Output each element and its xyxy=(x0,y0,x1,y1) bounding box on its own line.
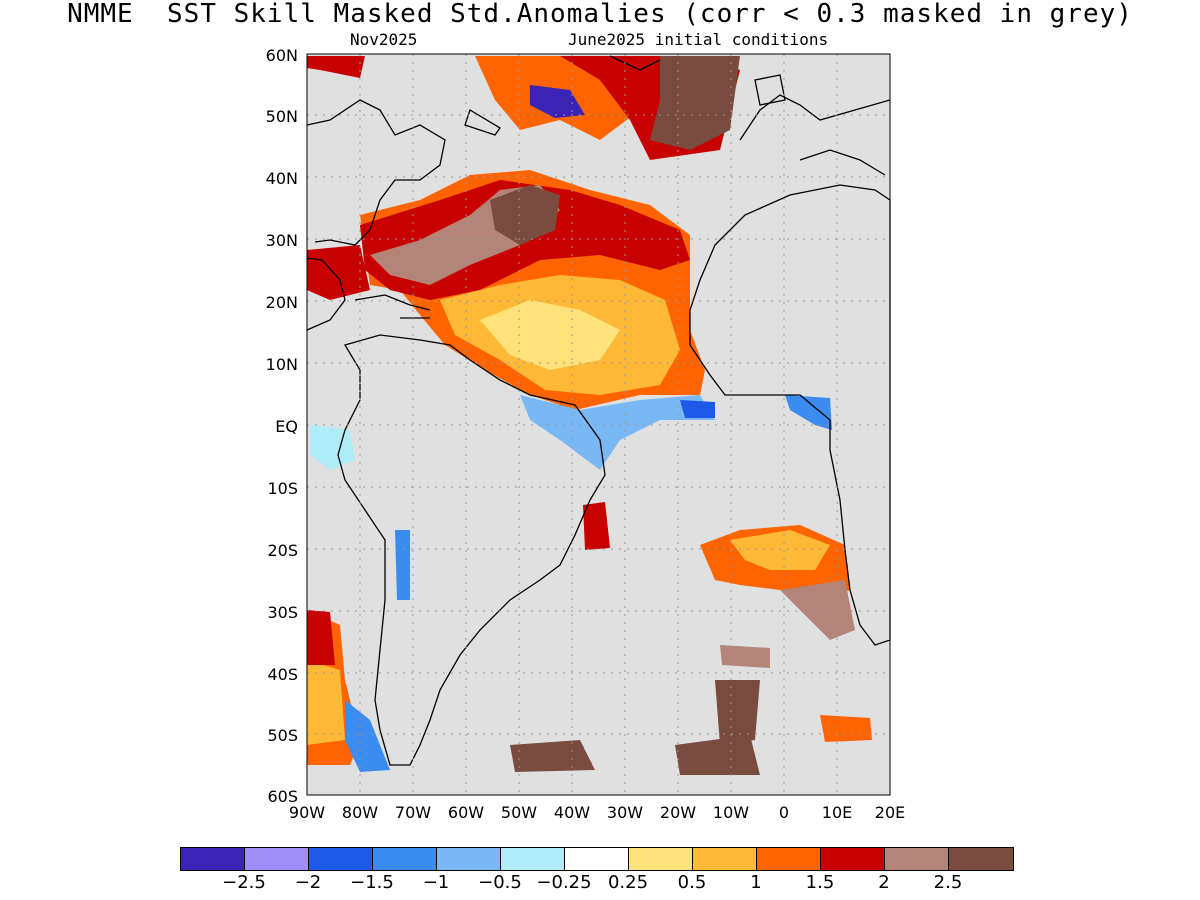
lon-label-20e: 20E xyxy=(874,803,906,822)
colorbar-label: −2 xyxy=(294,872,322,893)
gulf-guinea-cool xyxy=(785,395,832,430)
lat-label-10s: 10S xyxy=(267,479,298,498)
lon-label-10w: 10W xyxy=(712,803,750,822)
lon-label-20w: 20W xyxy=(659,803,697,822)
equatorial-cool-strong xyxy=(680,400,715,418)
map-frame xyxy=(306,53,891,796)
north-warm-brown xyxy=(650,56,740,150)
southern-patch-4 xyxy=(720,645,770,668)
lat-label-40n: 40N xyxy=(265,169,298,188)
lon-label-90w: 90W xyxy=(288,803,326,822)
lat-label-30n: 30N xyxy=(265,231,298,250)
drake-cool xyxy=(345,700,390,772)
colorbar-label: −2.5 xyxy=(222,872,266,893)
lat-label-10n: 10N xyxy=(265,355,298,374)
colorbar-label: −1.5 xyxy=(350,872,394,893)
nw-corner-warm xyxy=(307,56,365,78)
colorbar-swatch xyxy=(629,848,693,870)
lat-label-40s: 40S xyxy=(267,665,298,684)
grid-lines xyxy=(307,54,890,795)
lon-label-50w: 50W xyxy=(500,803,538,822)
colorbar-swatch xyxy=(501,848,565,870)
colorbar-label: 2.5 xyxy=(933,872,963,893)
colorbar-swatch xyxy=(373,848,437,870)
warm-band-light xyxy=(480,300,620,370)
lat-label-30s: 30S xyxy=(267,603,298,622)
lat-label-50s: 50S xyxy=(267,726,298,745)
lon-label-70w: 70W xyxy=(394,803,432,822)
lon-label-40w: 40W xyxy=(553,803,591,822)
caribbean-warm xyxy=(307,245,370,300)
colorbar-swatch xyxy=(437,848,501,870)
lat-label-eq: EQ xyxy=(275,417,298,436)
lat-label-50n: 50N xyxy=(265,107,298,126)
brazil-warm-patch xyxy=(583,502,610,550)
colorbar-label: 0.25 xyxy=(607,872,649,893)
lon-label-60w: 60W xyxy=(447,803,485,822)
lon-label-10e: 10E xyxy=(821,803,853,822)
se-pacific-red xyxy=(307,610,335,665)
colorbar xyxy=(180,847,1014,871)
colorbar-swatch xyxy=(757,848,821,870)
colorbar-label: −0.5 xyxy=(478,872,522,893)
colorbar-swatch xyxy=(181,848,245,870)
southern-warm-patch xyxy=(820,715,872,742)
colorbar-swatch xyxy=(565,848,629,870)
target-month: Nov2025 xyxy=(350,30,418,49)
se-pacific-gold xyxy=(307,660,345,745)
colorbar-label: −0.25 xyxy=(536,872,592,893)
south-atlantic-gold xyxy=(730,530,830,570)
southern-patch-1 xyxy=(510,740,595,772)
colorbar-label: 0.5 xyxy=(677,872,707,893)
colorbar-swatch xyxy=(245,848,309,870)
initial-conditions: June2025 initial conditions xyxy=(568,30,829,49)
colorbar-swatch xyxy=(821,848,885,870)
lon-label-30w: 30W xyxy=(606,803,644,822)
warm-band-brown-dark xyxy=(490,185,560,245)
southern-patch-3 xyxy=(715,680,760,745)
lat-label-20s: 20S xyxy=(267,541,298,560)
anomaly-field xyxy=(307,56,872,775)
colorbar-label: 1.5 xyxy=(805,872,835,893)
lon-label-80w: 80W xyxy=(341,803,379,822)
lat-label-60n: 60N xyxy=(265,46,298,65)
land-outline xyxy=(306,55,891,766)
lat-label-20n: 20N xyxy=(265,293,298,312)
colorbar-label: 1 xyxy=(750,872,762,893)
colorbar-label: −1 xyxy=(422,872,450,893)
lon-label-0: 0 xyxy=(778,803,790,822)
colorbar-swatch xyxy=(693,848,757,870)
map-title: NMME SST Skill Masked Std.Anomalies (cor… xyxy=(67,0,1133,29)
colorbar-swatch xyxy=(885,848,949,870)
colorbar-swatch xyxy=(949,848,1013,870)
colorbar-label: 2 xyxy=(878,872,890,893)
southern-patch-2 xyxy=(675,735,760,775)
benguela-warm xyxy=(780,580,855,640)
colorbar-swatch xyxy=(309,848,373,870)
chile-coast-cool xyxy=(395,530,410,600)
equatorial-cool xyxy=(520,395,715,470)
lat-label-60s: 60S xyxy=(267,787,298,806)
labrador-cold xyxy=(530,85,585,118)
